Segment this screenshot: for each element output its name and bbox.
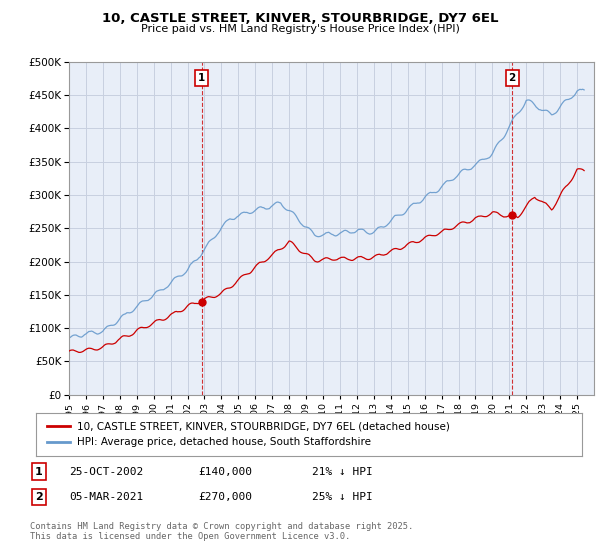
- Text: 1: 1: [35, 466, 43, 477]
- Text: 21% ↓ HPI: 21% ↓ HPI: [312, 466, 373, 477]
- Text: 1: 1: [198, 73, 205, 83]
- Text: Contains HM Land Registry data © Crown copyright and database right 2025.
This d: Contains HM Land Registry data © Crown c…: [30, 522, 413, 542]
- Text: £140,000: £140,000: [198, 466, 252, 477]
- Text: 2: 2: [35, 492, 43, 502]
- Legend: 10, CASTLE STREET, KINVER, STOURBRIDGE, DY7 6EL (detached house), HPI: Average p: 10, CASTLE STREET, KINVER, STOURBRIDGE, …: [41, 416, 456, 454]
- Text: 25-OCT-2002: 25-OCT-2002: [69, 466, 143, 477]
- Text: £270,000: £270,000: [198, 492, 252, 502]
- Text: 25% ↓ HPI: 25% ↓ HPI: [312, 492, 373, 502]
- Text: 2: 2: [509, 73, 516, 83]
- Text: 10, CASTLE STREET, KINVER, STOURBRIDGE, DY7 6EL: 10, CASTLE STREET, KINVER, STOURBRIDGE, …: [102, 12, 498, 25]
- Text: 05-MAR-2021: 05-MAR-2021: [69, 492, 143, 502]
- Text: Price paid vs. HM Land Registry's House Price Index (HPI): Price paid vs. HM Land Registry's House …: [140, 24, 460, 34]
